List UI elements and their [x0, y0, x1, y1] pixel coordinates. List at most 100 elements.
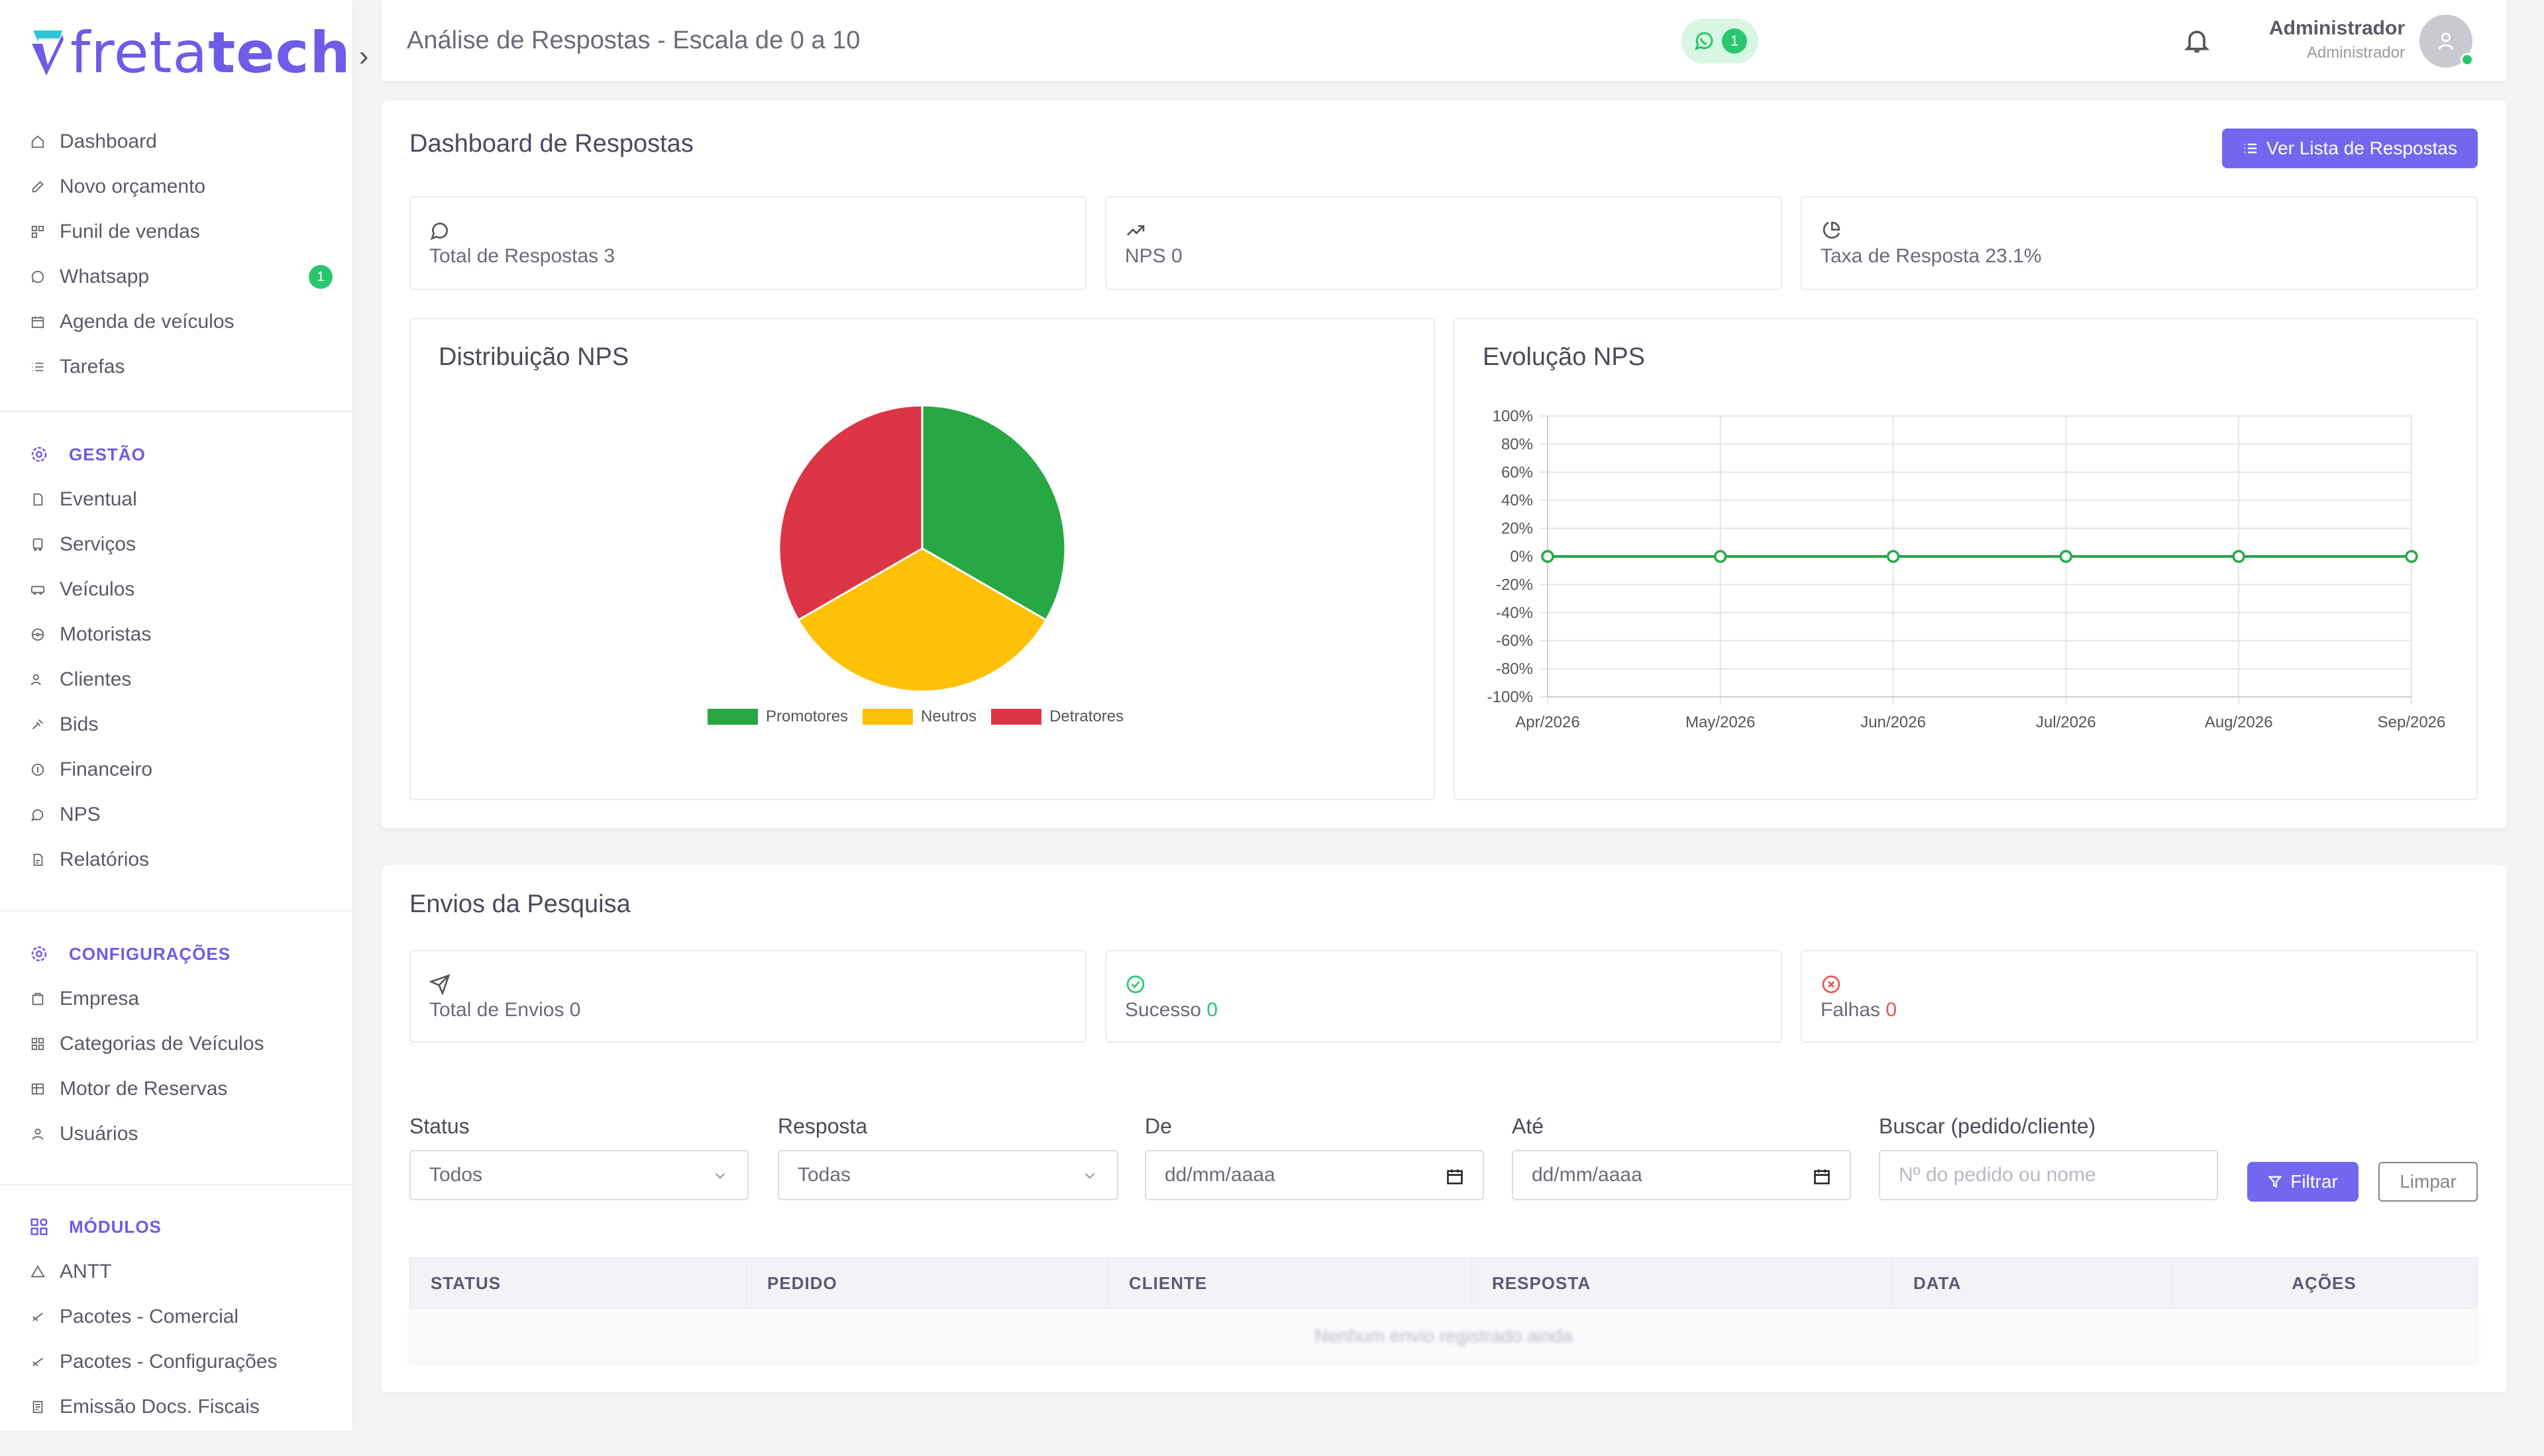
- series-point[interactable]: [2232, 550, 2245, 563]
- ver-lista-button[interactable]: Ver Lista de Respostas: [2222, 129, 2478, 168]
- buscar-placeholder: Nº do pedido ou nome: [1899, 1164, 2096, 1186]
- envios-title: Envios da Pesquisa: [409, 890, 631, 918]
- sidebar-item-financeiro[interactable]: Financeiro: [0, 747, 352, 792]
- sidebar-item-pacotes-config[interactable]: Pacotes - Configurações: [0, 1339, 352, 1384]
- sidebar: fretatech › Dashboard Novo orçamento Fun…: [0, 0, 368, 1431]
- pie-slice-detratores[interactable]: [778, 404, 924, 622]
- section-title: MÓDULOS: [69, 1216, 162, 1237]
- series-point[interactable]: [1541, 550, 1554, 563]
- sidebar-divider: [0, 411, 352, 412]
- sidebar-item-label: Serviços: [60, 533, 136, 555]
- legend-swatch: [863, 709, 914, 725]
- sidebar-item-label: Tarefas: [60, 356, 125, 378]
- user-icon: [29, 1125, 46, 1143]
- sidebar-item-funil-de-vendas[interactable]: Funil de vendas: [0, 209, 352, 254]
- sidebar-item-veiculos[interactable]: Veículos: [0, 567, 352, 612]
- section-modulos: MÓDULOS: [0, 1204, 352, 1249]
- bell-icon[interactable]: [2182, 25, 2211, 56]
- sidebar-item-servicos[interactable]: Serviços: [0, 522, 352, 567]
- package-settings-icon: [29, 1353, 46, 1371]
- series-point[interactable]: [2059, 550, 2073, 563]
- limpar-button[interactable]: Limpar: [2378, 1162, 2478, 1202]
- sidebar-item-clientes[interactable]: Clientes: [0, 657, 352, 702]
- ate-date-input[interactable]: dd/mm/aaaa: [1512, 1150, 1851, 1200]
- stat-label: Total de Envios 0: [429, 999, 581, 1021]
- user-icon: [2438, 32, 2454, 50]
- filter-icon: [2268, 1176, 2282, 1188]
- bus-icon: [29, 536, 46, 553]
- table-header: STATUS PEDIDO CLIENTE RESPOSTA DATA AÇÕE…: [409, 1257, 2478, 1309]
- sidebar-item-label: ANTT: [60, 1261, 112, 1282]
- x-tick-label: Apr/2026: [1515, 713, 1579, 731]
- sidebar-item-empresa[interactable]: Empresa: [0, 976, 352, 1021]
- series-point[interactable]: [2405, 550, 2418, 563]
- pie-slice-neutros[interactable]: [796, 547, 1048, 693]
- page-title: Análise de Respostas - Escala de 0 a 10: [407, 26, 861, 54]
- gestao-nav: GESTÃO Eventual Serviços Veículos Motori…: [0, 432, 352, 882]
- series-point[interactable]: [1886, 550, 1900, 563]
- brand-name: fretatech: [70, 20, 351, 86]
- pie-legend: Promotores Neutros Detratores: [708, 707, 1124, 726]
- y-tick-label: 80%: [1501, 435, 1533, 453]
- resposta-select-value: Todas: [798, 1164, 851, 1186]
- column-status[interactable]: STATUS: [411, 1259, 747, 1308]
- sidebar-item-pacotes-comercial[interactable]: Pacotes - Comercial: [0, 1294, 352, 1339]
- sidebar-item-label: Categorias de Veículos: [60, 1033, 264, 1055]
- sidebar-item-whatsapp[interactable]: Whatsapp 1: [0, 254, 352, 299]
- sidebar-item-motor-reservas[interactable]: Motor de Reservas: [0, 1066, 352, 1112]
- status-select[interactable]: Todos: [409, 1150, 749, 1200]
- sidebar-item-motoristas[interactable]: Motoristas: [0, 612, 352, 657]
- sidebar-item-novo-orcamento[interactable]: Novo orçamento: [0, 164, 352, 209]
- package-icon: [29, 1308, 46, 1326]
- column-cliente[interactable]: CLIENTE: [1109, 1259, 1472, 1308]
- sidebar-item-dashboard[interactable]: Dashboard: [0, 119, 352, 164]
- sidebar-item-tarefas[interactable]: Tarefas: [0, 344, 352, 390]
- ate-date-placeholder: dd/mm/aaaa: [1532, 1164, 1642, 1186]
- stat-label: NPS 0: [1125, 245, 1183, 267]
- edit-icon: [29, 178, 46, 195]
- legend-item-promotores[interactable]: Promotores: [708, 707, 848, 726]
- avatar[interactable]: [2419, 15, 2474, 68]
- main-nav: Dashboard Novo orçamento Funil de vendas…: [0, 119, 352, 390]
- resposta-select[interactable]: Todas: [778, 1150, 1118, 1200]
- legend-item-detratores[interactable]: Detratores: [991, 707, 1124, 726]
- status-select-value: Todos: [429, 1164, 483, 1186]
- series-point[interactable]: [1714, 550, 1727, 563]
- de-date-input[interactable]: dd/mm/aaaa: [1145, 1150, 1484, 1200]
- column-pedido[interactable]: PEDIDO: [747, 1259, 1109, 1308]
- users-icon: [29, 671, 46, 688]
- pie-slice-promotores[interactable]: [921, 404, 1067, 622]
- x-tick-label: May/2026: [1685, 713, 1755, 731]
- sidebar-item-label: Empresa: [60, 988, 140, 1010]
- calendar-icon[interactable]: [1813, 1167, 1831, 1186]
- sidebar-item-relatorios[interactable]: Relatórios: [0, 837, 352, 882]
- sidebar-item-bids[interactable]: Bids: [0, 702, 352, 747]
- triangle-icon: [29, 1263, 46, 1280]
- legend-item-neutros[interactable]: Neutros: [863, 707, 977, 726]
- falhas-value: 0: [1885, 999, 1897, 1021]
- calendar-icon[interactable]: [1446, 1167, 1464, 1186]
- send-icon: [429, 974, 450, 995]
- top-header: Análise de Respostas - Escala de 0 a 10 …: [382, 0, 2507, 81]
- user-info[interactable]: Administrador Administrador: [2269, 17, 2405, 62]
- whatsapp-pill[interactable]: 1: [1681, 19, 1758, 64]
- list-icon: [2245, 143, 2257, 154]
- brand-logo[interactable]: fretatech ›: [29, 20, 368, 86]
- filtrar-button[interactable]: Filtrar: [2247, 1162, 2358, 1202]
- chevron-down-icon: [1085, 1172, 1095, 1179]
- chevron-right-icon[interactable]: ›: [358, 40, 369, 72]
- sidebar-item-emissao-docs[interactable]: Emissão Docs. Fiscais: [0, 1384, 352, 1430]
- sidebar-item-agenda[interactable]: Agenda de veículos: [0, 299, 352, 344]
- column-resposta[interactable]: RESPOSTA: [1472, 1259, 1893, 1308]
- sidebar-item-eventual[interactable]: Eventual: [0, 477, 352, 522]
- whatsapp-badge: 1: [309, 265, 333, 289]
- truck-icon: [29, 581, 46, 598]
- check-circle-icon: [1126, 975, 1145, 994]
- sidebar-item-categorias[interactable]: Categorias de Veículos: [0, 1021, 352, 1066]
- column-data[interactable]: DATA: [1893, 1259, 2172, 1308]
- sidebar-item-nps[interactable]: NPS: [0, 792, 352, 837]
- sidebar-item-usuarios[interactable]: Usuários: [0, 1112, 352, 1157]
- sidebar-item-antt[interactable]: ANTT: [0, 1249, 352, 1294]
- buscar-search-input[interactable]: Nº do pedido ou nome: [1879, 1150, 2218, 1200]
- sidebar-item-label: Clientes: [60, 668, 132, 690]
